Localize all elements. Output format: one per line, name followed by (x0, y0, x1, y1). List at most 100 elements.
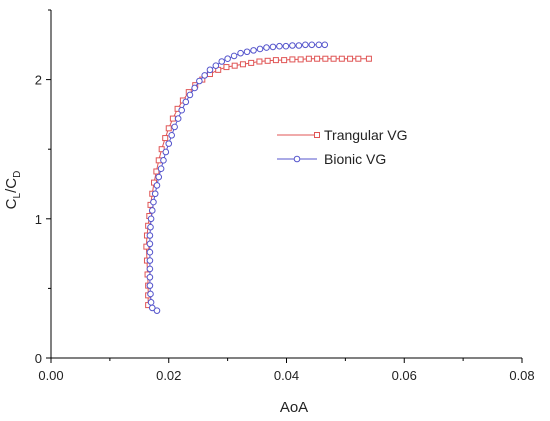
plot-area (143, 41, 372, 314)
data-point (224, 55, 231, 63)
data-point (347, 55, 354, 62)
legend-item: Bionic VG (277, 151, 386, 167)
legend: Trangular VG Bionic VG (277, 127, 408, 167)
series-1 (143, 55, 372, 309)
y-tick-label: 1 (35, 212, 42, 227)
x-axis-label: AoA (280, 399, 308, 416)
y-tick-label: 2 (35, 73, 42, 88)
data-point (281, 57, 288, 64)
data-point (186, 91, 194, 99)
data-point (146, 232, 154, 239)
legend-item: Trangular VG (277, 127, 408, 143)
x-tick-label: 0.02 (156, 368, 181, 383)
series-2 (146, 41, 329, 314)
data-point (157, 165, 165, 172)
data-point (322, 55, 329, 62)
data-point (165, 140, 173, 147)
data-point (148, 304, 156, 312)
data-point (250, 47, 257, 54)
series-line (149, 44, 325, 312)
x-tick-label: 0.06 (392, 368, 417, 383)
y-tick-label: 0 (35, 351, 42, 366)
data-point (174, 115, 182, 122)
data-point (263, 44, 270, 51)
data-point (276, 42, 283, 50)
data-point (165, 125, 172, 132)
data-point (315, 41, 323, 49)
data-point (365, 55, 372, 62)
data-point (196, 77, 203, 85)
data-point (146, 248, 154, 256)
data-point (146, 257, 154, 264)
series-line (145, 58, 369, 306)
legend-label: Bionic VG (324, 151, 386, 167)
data-point (150, 198, 157, 206)
data-point (355, 55, 362, 62)
data-point (182, 98, 190, 106)
data-point (330, 55, 337, 62)
data-point (321, 41, 329, 49)
y-axis-label-sub-l: L (12, 192, 23, 198)
data-point (297, 56, 304, 63)
data-point (212, 62, 220, 69)
data-point (289, 56, 296, 63)
data-point (168, 131, 175, 139)
data-point (153, 182, 161, 189)
data-point (289, 42, 296, 49)
data-point (295, 42, 303, 49)
data-point (162, 148, 170, 156)
data-point (338, 55, 345, 62)
data-point (282, 42, 290, 50)
data-point (230, 52, 238, 60)
data-point (201, 72, 208, 79)
data-point (206, 66, 214, 74)
data-point (169, 115, 176, 122)
data-point (256, 45, 264, 53)
data-point (231, 62, 238, 69)
data-point (160, 157, 167, 164)
data-point (223, 64, 230, 71)
y-axis-label-slash: /C (3, 178, 20, 193)
data-point (264, 57, 271, 64)
data-point (146, 273, 154, 281)
y-axis-label-sub-d: D (12, 171, 23, 178)
data-point (237, 49, 244, 57)
data-point (269, 43, 277, 51)
data-point (147, 299, 155, 306)
legend-label: Trangular VG (324, 127, 408, 143)
data-point (155, 173, 163, 181)
data-point (178, 106, 186, 114)
data-point (256, 58, 263, 65)
legend-marker (293, 155, 301, 163)
data-point (305, 55, 312, 62)
y-ticks: 0 1 2 (35, 9, 51, 366)
data-point (147, 215, 155, 223)
data-point (171, 123, 178, 131)
x-tick-label: 0.04 (274, 368, 299, 383)
data-point (147, 290, 154, 298)
x-ticks: 0.00 0.02 0.04 0.06 0.08 (38, 358, 535, 383)
data-point (302, 41, 309, 49)
y-axis-label: CL/CD (3, 171, 23, 210)
data-point (248, 59, 255, 66)
x-tick-label: 0.08 (509, 368, 534, 383)
data-point (153, 168, 160, 175)
data-point (191, 84, 198, 92)
data-point (151, 190, 159, 198)
legend-marker (314, 132, 320, 138)
data-point (314, 55, 321, 62)
data-point (162, 135, 169, 142)
data-point (146, 265, 154, 273)
data-point (243, 48, 251, 56)
data-point (146, 282, 154, 289)
data-point (239, 61, 246, 68)
data-point (272, 57, 279, 64)
data-point (146, 240, 154, 248)
data-point (148, 207, 156, 214)
y-axis-label-main: C (3, 198, 20, 209)
data-point (147, 223, 154, 231)
data-point (153, 307, 161, 314)
x-tick-label: 0.00 (38, 368, 63, 383)
data-point (308, 41, 316, 49)
